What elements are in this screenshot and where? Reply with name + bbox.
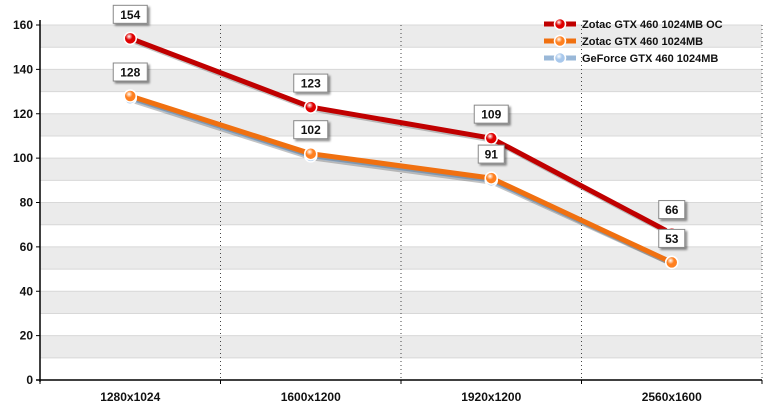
data-label: 109 — [481, 108, 501, 122]
y-tick-label: 40 — [20, 284, 34, 298]
data-label: 91 — [485, 148, 499, 162]
grid-band — [40, 335, 762, 358]
grid-band — [40, 69, 762, 92]
data-label: 154 — [120, 8, 140, 22]
series-line — [129, 93, 673, 265]
x-tick-label: 1280x1024 — [100, 390, 160, 404]
data-label-box — [473, 104, 509, 124]
y-tick-label: 60 — [20, 240, 34, 254]
legend-label: Zotac GTX 460 1024MB OC — [582, 19, 723, 31]
legend-label: GeForce GTX 460 1024MB — [582, 53, 718, 65]
y-tick-label: 160 — [13, 18, 33, 32]
data-label-box — [658, 200, 686, 220]
data-point — [123, 89, 137, 103]
x-tick-label: 1600x1200 — [281, 390, 341, 404]
data-point — [123, 31, 137, 46]
data-point — [484, 171, 498, 185]
data-label: 102 — [301, 123, 321, 137]
y-tick-label: 100 — [13, 151, 33, 165]
y-tick-label: 20 — [20, 329, 34, 343]
data-label-box — [658, 228, 686, 248]
legend-marker — [553, 51, 567, 65]
y-tick-label: 140 — [13, 62, 33, 76]
x-tick-label: 1920x1200 — [461, 390, 521, 404]
data-point — [304, 146, 318, 161]
data-label-box — [112, 4, 148, 24]
data-label: 66 — [665, 203, 679, 217]
data-label: 128 — [120, 66, 140, 80]
series-line — [129, 35, 673, 236]
x-tick-label: 2560x1600 — [642, 390, 702, 404]
data-label: 123 — [301, 77, 321, 91]
data-point — [665, 255, 679, 270]
data-point — [484, 131, 498, 145]
y-tick-label: 0 — [26, 373, 33, 387]
legend-label: Zotac GTX 460 1024MB — [582, 36, 703, 48]
legend-marker — [553, 34, 567, 48]
data-point — [304, 100, 318, 114]
data-label-box — [477, 144, 505, 164]
data-label-box — [112, 62, 148, 82]
y-tick-label: 80 — [20, 196, 34, 210]
data-label-box — [293, 120, 329, 140]
grid-band — [40, 291, 762, 314]
y-tick-label: 120 — [13, 107, 33, 121]
data-label-box — [293, 73, 329, 93]
legend-marker — [553, 17, 567, 31]
data-label: 53 — [665, 232, 679, 246]
